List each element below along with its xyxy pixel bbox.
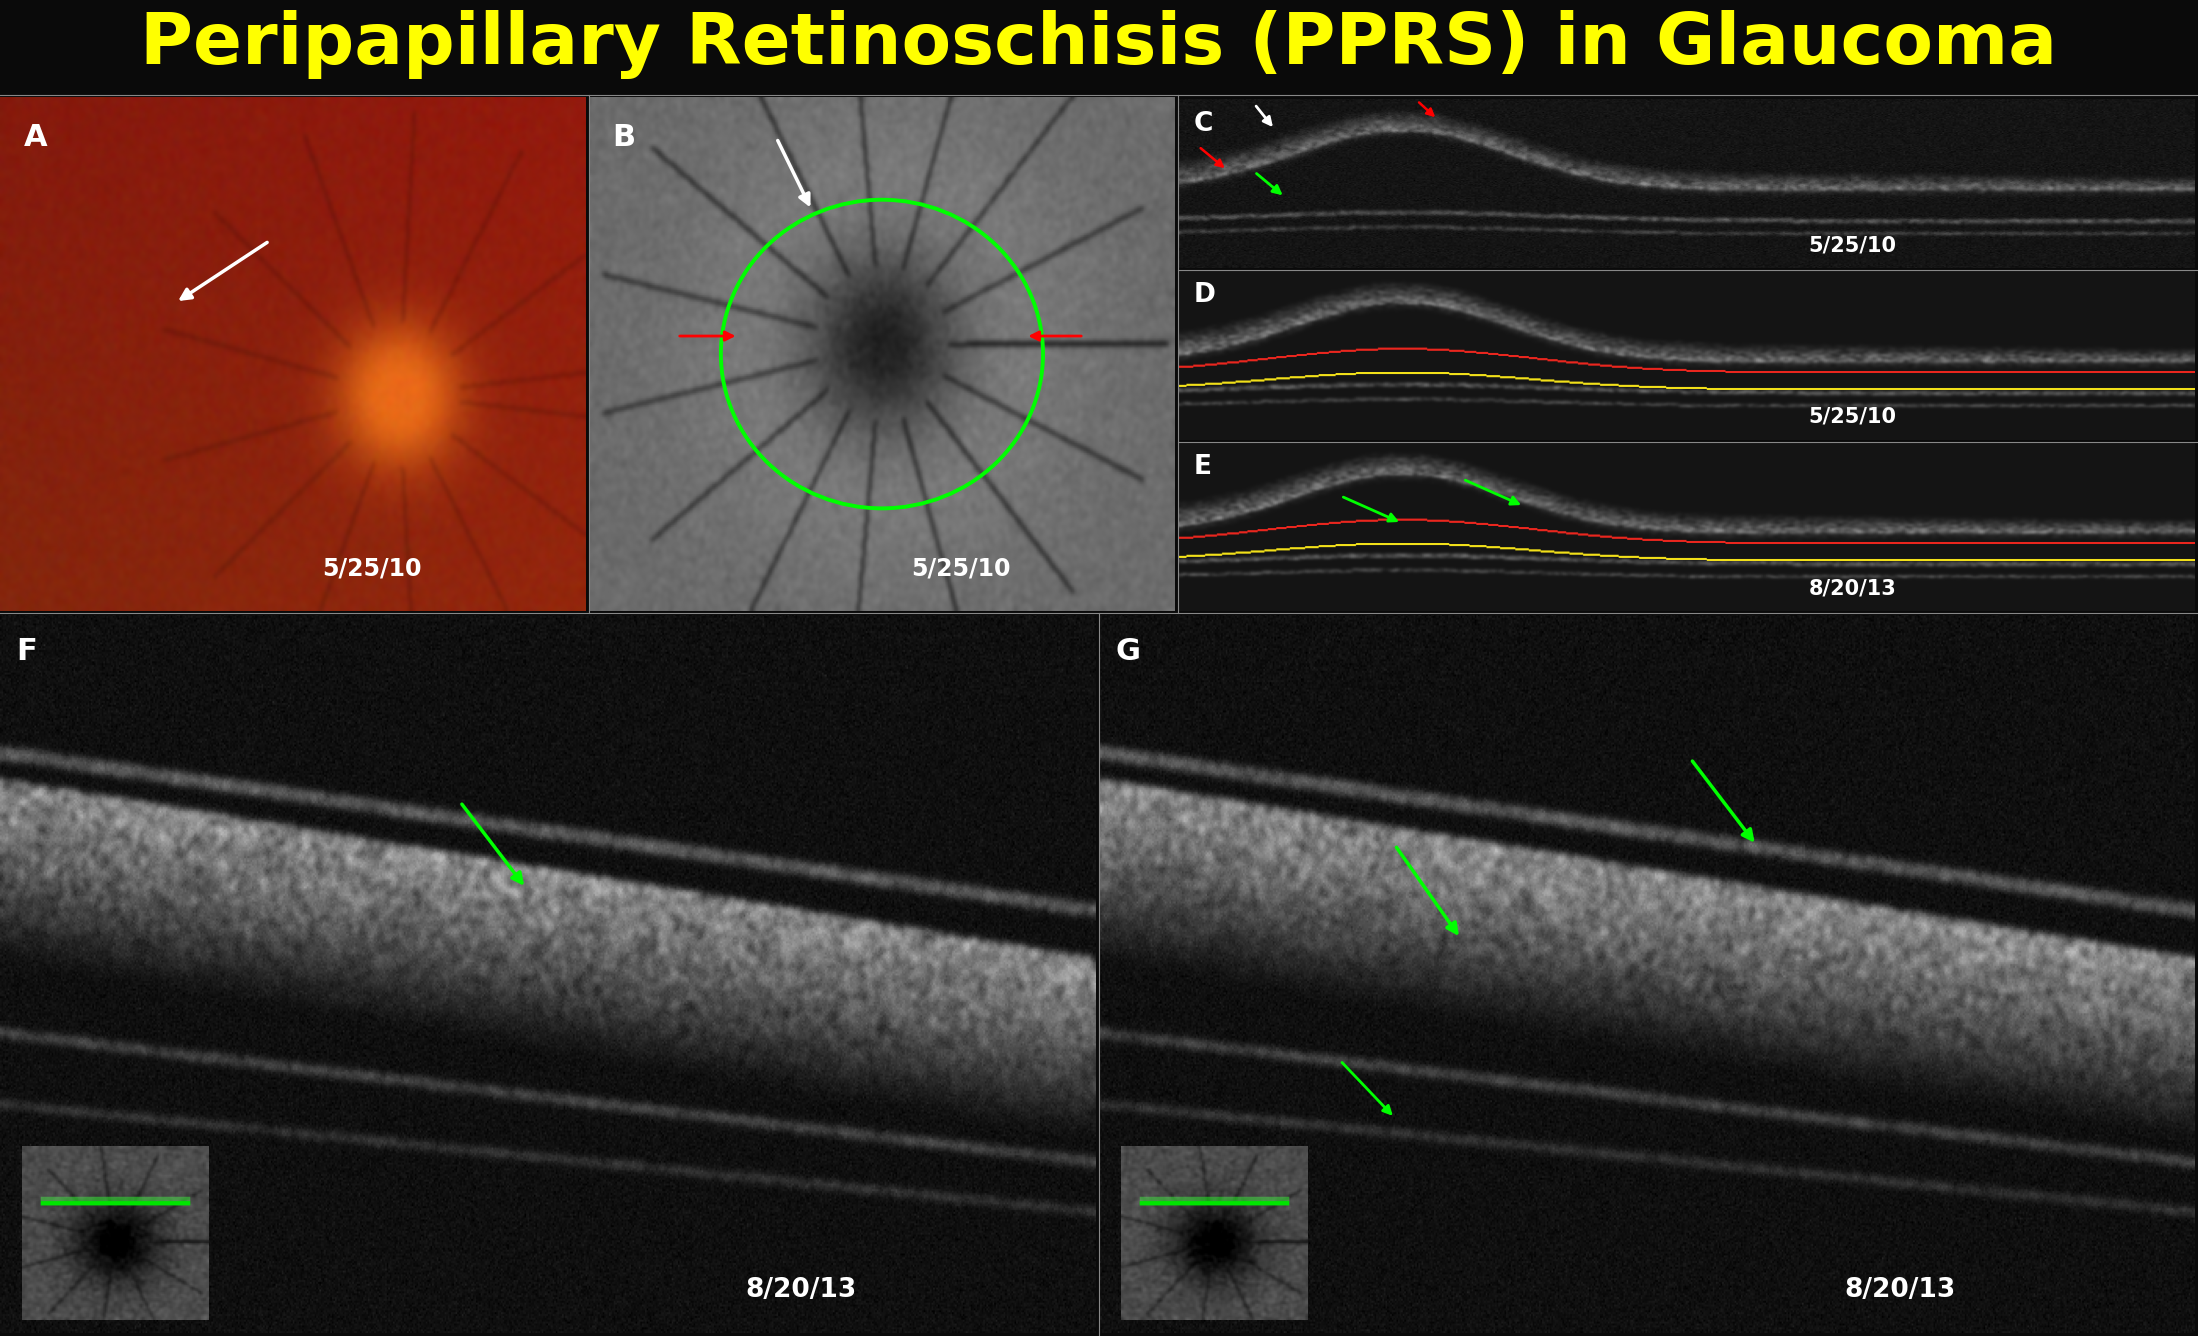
- Text: C: C: [1194, 111, 1213, 136]
- Text: B: B: [613, 123, 635, 151]
- Text: G: G: [1114, 637, 1141, 665]
- Text: Peripapillary Retinoschisis (PPRS) in Glaucoma: Peripapillary Retinoschisis (PPRS) in Gl…: [141, 9, 2057, 79]
- Text: 5/25/10: 5/25/10: [323, 556, 422, 580]
- Text: 5/25/10: 5/25/10: [1809, 407, 1897, 426]
- Text: 8/20/13: 8/20/13: [1809, 578, 1897, 599]
- Text: 5/25/10: 5/25/10: [1809, 235, 1897, 255]
- Text: 5/25/10: 5/25/10: [912, 556, 1011, 580]
- Text: E: E: [1194, 454, 1211, 480]
- Text: A: A: [24, 123, 46, 151]
- Text: F: F: [15, 637, 37, 665]
- Text: D: D: [1194, 282, 1215, 309]
- Text: 8/20/13: 8/20/13: [1844, 1277, 1956, 1304]
- Text: 8/20/13: 8/20/13: [745, 1277, 857, 1304]
